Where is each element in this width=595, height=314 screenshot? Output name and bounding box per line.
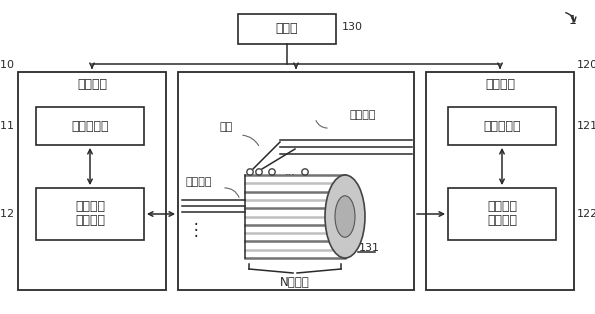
- Text: 112: 112: [0, 209, 15, 219]
- Ellipse shape: [325, 175, 365, 258]
- Text: 第一端口: 第一端口: [77, 78, 107, 91]
- Bar: [18, 72, 166, 290]
- Text: 122: 122: [577, 209, 595, 219]
- Text: 130: 130: [342, 22, 363, 32]
- Text: 刷丝: 刷丝: [220, 122, 233, 132]
- Bar: [448, 107, 556, 145]
- Text: 110: 110: [0, 60, 15, 70]
- Text: ...: ...: [285, 167, 296, 177]
- Text: 转子导线: 转子导线: [186, 177, 212, 187]
- Text: 第二端口: 第二端口: [485, 78, 515, 91]
- Text: 121: 121: [577, 121, 595, 131]
- Text: ⋮: ⋮: [187, 221, 204, 239]
- Bar: [426, 72, 574, 290]
- FancyArrowPatch shape: [566, 13, 576, 22]
- Text: N个环道: N个环道: [280, 275, 310, 289]
- Text: 定子导线: 定子导线: [350, 110, 377, 120]
- Text: 处理模块: 处理模块: [487, 214, 517, 228]
- Text: 第二处理器: 第二处理器: [483, 120, 521, 133]
- Bar: [238, 14, 336, 44]
- Bar: [448, 188, 556, 240]
- Bar: [36, 107, 144, 145]
- Bar: [36, 188, 144, 240]
- Ellipse shape: [335, 196, 355, 237]
- Text: 第二信号: 第二信号: [487, 201, 517, 214]
- Text: 第一信号: 第一信号: [75, 201, 105, 214]
- Text: 120: 120: [577, 60, 595, 70]
- Text: 111: 111: [0, 121, 15, 131]
- Text: 1: 1: [569, 14, 577, 26]
- Text: 第一处理器: 第一处理器: [71, 120, 109, 133]
- Text: 131: 131: [359, 243, 380, 253]
- Bar: [178, 72, 414, 290]
- Text: 控制器: 控制器: [275, 23, 298, 35]
- Text: 处理模块: 处理模块: [75, 214, 105, 228]
